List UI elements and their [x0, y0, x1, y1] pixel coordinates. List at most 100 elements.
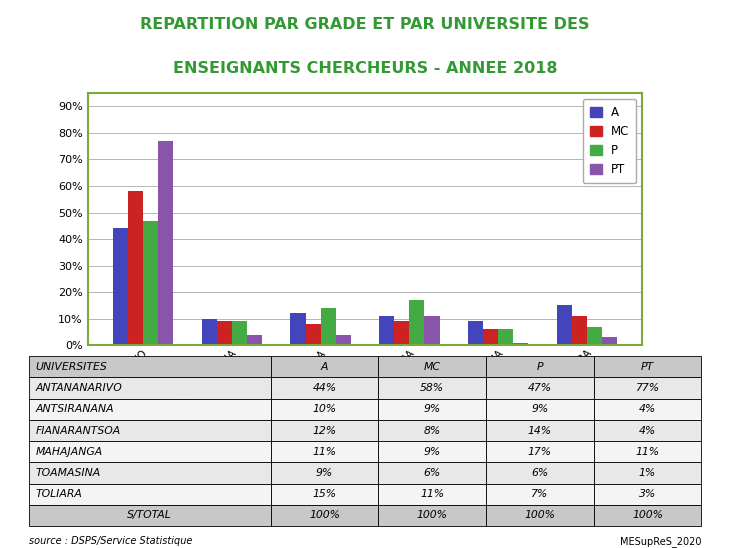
Text: 44%: 44% [312, 383, 337, 393]
Bar [468, 321, 483, 345]
Text: S/TOTAL: S/TOTAL [127, 511, 172, 521]
Bar [28, 484, 271, 505]
Text: TOLIARA: TOLIARA [36, 489, 82, 499]
Text: 4%: 4% [639, 404, 656, 414]
Bar [378, 420, 486, 441]
Bar [410, 300, 424, 345]
Text: 7%: 7% [531, 489, 548, 499]
Bar [378, 463, 486, 484]
Bar [486, 399, 593, 420]
Text: 4%: 4% [639, 426, 656, 436]
Bar [593, 420, 702, 441]
Bar [271, 420, 378, 441]
Bar [28, 505, 271, 526]
Text: 12%: 12% [312, 426, 337, 436]
Bar [128, 191, 143, 345]
Bar [336, 335, 351, 345]
Bar [593, 399, 702, 420]
Text: 9%: 9% [531, 404, 548, 414]
Text: FIANARANTSOA: FIANARANTSOA [36, 426, 121, 436]
Bar [378, 356, 486, 378]
Bar [593, 463, 702, 484]
Text: MAHAJANGA: MAHAJANGA [36, 447, 103, 456]
Bar [486, 441, 593, 463]
Legend: A, MC, P, PT: A, MC, P, PT [583, 99, 637, 183]
Bar [486, 463, 593, 484]
Bar [486, 505, 593, 526]
Bar [28, 420, 271, 441]
Text: ANTSIRANANA: ANTSIRANANA [36, 404, 115, 414]
Text: UNIVERSITES: UNIVERSITES [36, 362, 107, 372]
Text: 11%: 11% [312, 447, 337, 456]
Text: 8%: 8% [423, 426, 441, 436]
Text: 6%: 6% [423, 468, 441, 478]
Bar [232, 321, 247, 345]
Bar [593, 484, 702, 505]
Text: 3%: 3% [639, 489, 656, 499]
Bar [271, 505, 378, 526]
Bar [513, 342, 529, 345]
Bar [143, 220, 158, 345]
Bar [378, 505, 486, 526]
Bar [498, 329, 513, 345]
Bar [28, 463, 271, 484]
Text: 10%: 10% [312, 404, 337, 414]
Bar [394, 321, 410, 345]
Bar [593, 378, 702, 399]
Text: 100%: 100% [632, 511, 663, 521]
Bar [378, 399, 486, 420]
Bar [28, 356, 271, 378]
Bar [379, 316, 394, 345]
Text: 47%: 47% [528, 383, 552, 393]
Text: source : DSPS/Service Statistique: source : DSPS/Service Statistique [28, 536, 192, 546]
Text: 9%: 9% [423, 447, 441, 456]
Text: A: A [321, 362, 328, 372]
Bar [158, 141, 173, 345]
Text: 9%: 9% [423, 404, 441, 414]
Text: MC: MC [424, 362, 441, 372]
Bar [271, 399, 378, 420]
Bar [593, 505, 702, 526]
Bar [28, 378, 271, 399]
Text: 6%: 6% [531, 468, 548, 478]
Bar [557, 305, 572, 345]
Text: 100%: 100% [309, 511, 340, 521]
Text: 100%: 100% [417, 511, 447, 521]
Bar [378, 378, 486, 399]
Bar [320, 308, 336, 345]
Text: REPARTITION PAR GRADE ET PAR UNIVERSITE DES: REPARTITION PAR GRADE ET PAR UNIVERSITE … [140, 17, 590, 32]
Text: P: P [537, 362, 543, 372]
Bar [28, 441, 271, 463]
Text: 15%: 15% [312, 489, 337, 499]
Bar [217, 321, 232, 345]
Text: 58%: 58% [420, 383, 445, 393]
Bar [424, 316, 439, 345]
Bar [486, 484, 593, 505]
Bar [602, 337, 617, 345]
Bar [247, 335, 262, 345]
Text: 77%: 77% [636, 383, 660, 393]
Bar [593, 441, 702, 463]
Text: TOAMASINA: TOAMASINA [36, 468, 101, 478]
Bar [271, 356, 378, 378]
Bar [271, 463, 378, 484]
Bar [483, 329, 498, 345]
Bar [587, 327, 602, 345]
Bar [378, 484, 486, 505]
Bar [271, 484, 378, 505]
Text: ENSEIGNANTS CHERCHEURS - ANNEE 2018: ENSEIGNANTS CHERCHEURS - ANNEE 2018 [173, 61, 557, 76]
Text: 14%: 14% [528, 426, 552, 436]
Text: 1%: 1% [639, 468, 656, 478]
Bar [378, 441, 486, 463]
Text: MESupReS_2020: MESupReS_2020 [620, 536, 702, 547]
Text: PT: PT [641, 362, 654, 372]
Bar [486, 356, 593, 378]
Bar [271, 441, 378, 463]
Bar [113, 229, 128, 345]
Bar [306, 324, 320, 345]
Text: 11%: 11% [636, 447, 660, 456]
Text: ANTANANARIVO: ANTANANARIVO [36, 383, 123, 393]
Bar [271, 378, 378, 399]
Bar [28, 399, 271, 420]
Bar [201, 319, 217, 345]
